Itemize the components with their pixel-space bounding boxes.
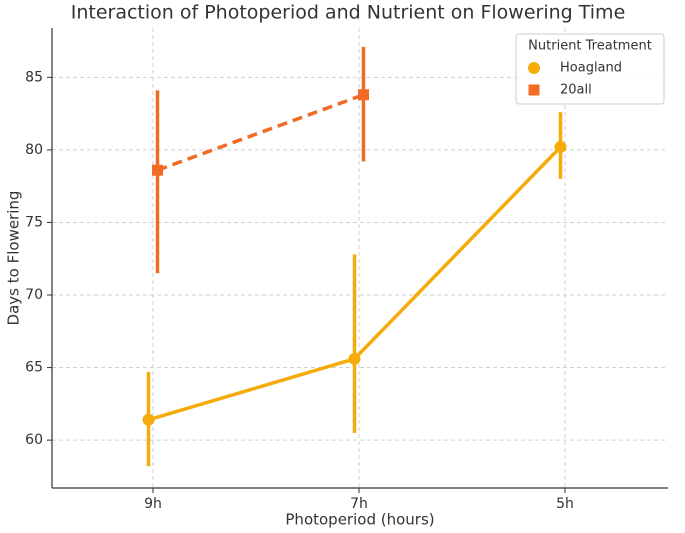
y-axis-label: Days to Flowering <box>5 191 23 326</box>
y-tick-label: 85 <box>25 69 43 85</box>
legend-box <box>515 33 665 105</box>
legend-label: 20all <box>560 83 592 98</box>
point <box>528 62 540 74</box>
legend-label: Hoagland <box>560 61 622 76</box>
x-tick-label: 7h <box>350 496 368 512</box>
y-tick-label: 80 <box>25 142 43 158</box>
point <box>152 164 163 176</box>
point <box>142 413 155 426</box>
point <box>528 84 540 96</box>
y-tick-label: 65 <box>25 360 43 376</box>
x-tick-label: 9h <box>144 496 162 512</box>
x-tick-label: 5h <box>556 496 574 512</box>
point <box>554 140 567 153</box>
x-axis-label: Photoperiod (hours) <box>285 511 434 529</box>
chart-title: Interaction of Photoperiod and Nutrient … <box>71 2 626 24</box>
series-line <box>156 93 365 172</box>
y-tick-label: 75 <box>25 214 43 230</box>
y-tick-label: 60 <box>25 432 43 448</box>
y-tick-label: 70 <box>25 287 43 303</box>
point <box>358 89 369 101</box>
legend-title: Nutrient Treatment <box>528 39 652 54</box>
point <box>348 352 361 365</box>
